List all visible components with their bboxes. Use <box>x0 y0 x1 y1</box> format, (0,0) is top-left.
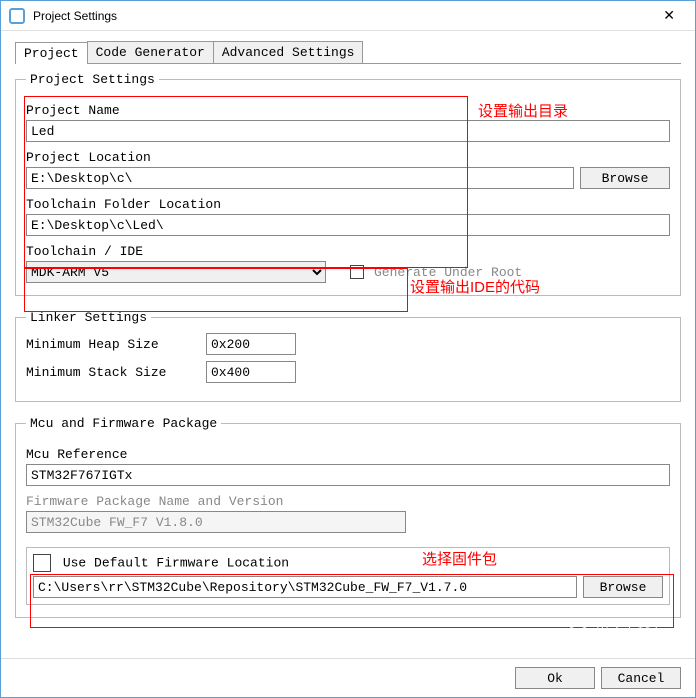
toolchain-folder-label: Toolchain Folder Location <box>26 197 670 212</box>
watermark-url: www.elecfans.com <box>595 640 678 650</box>
browse-fw-button[interactable]: Browse <box>583 576 663 598</box>
mcu-package-group: Mcu and Firmware Package Mcu Reference F… <box>15 416 681 618</box>
tab-code-generator[interactable]: Code Generator <box>87 41 214 63</box>
dialog-footer: Ok Cancel <box>1 658 695 697</box>
use-default-fw-label: Use Default Firmware Location <box>63 555 289 570</box>
linker-settings-group: Linker Settings Minimum Heap Size Minimu… <box>15 310 681 402</box>
cancel-button[interactable]: Cancel <box>601 667 681 689</box>
project-settings-legend: Project Settings <box>26 72 159 87</box>
tab-bar: Project Code Generator Advanced Settings <box>15 41 681 64</box>
project-name-label: Project Name <box>26 103 670 118</box>
project-name-input[interactable] <box>26 120 670 142</box>
toolchain-folder-input[interactable] <box>26 214 670 236</box>
project-settings-group: Project Settings Project Name Project Lo… <box>15 72 681 296</box>
generate-under-root-label: Generate Under Root <box>374 265 522 280</box>
window-title: Project Settings <box>33 9 651 23</box>
content-area: Project Code Generator Advanced Settings… <box>1 31 695 658</box>
generate-under-root-checkbox[interactable] <box>350 265 364 279</box>
ok-button[interactable]: Ok <box>515 667 595 689</box>
project-location-label: Project Location <box>26 150 670 165</box>
stack-input[interactable] <box>206 361 296 383</box>
fw-path-input[interactable] <box>33 576 577 598</box>
linker-settings-legend: Linker Settings <box>26 310 151 325</box>
fw-name-input <box>26 511 406 533</box>
close-icon[interactable]: ✕ <box>651 7 687 24</box>
toolchain-ide-select[interactable]: MDK-ARM V5 <box>26 261 326 283</box>
heap-label: Minimum Heap Size <box>26 337 206 352</box>
watermark-text: 电子发烧友 <box>595 622 665 638</box>
heap-input[interactable] <box>206 333 296 355</box>
fw-name-label: Firmware Package Name and Version <box>26 494 670 509</box>
app-icon <box>9 8 25 24</box>
settings-window: Project Settings ✕ Project Code Generato… <box>0 0 696 698</box>
toolchain-ide-label: Toolchain / IDE <box>26 244 670 259</box>
mcu-ref-label: Mcu Reference <box>26 447 670 462</box>
use-default-fw-checkbox[interactable] <box>33 554 51 572</box>
stack-label: Minimum Stack Size <box>26 365 206 380</box>
project-location-input[interactable] <box>26 167 574 189</box>
mcu-package-legend: Mcu and Firmware Package <box>26 416 221 431</box>
watermark-icon <box>567 624 589 646</box>
mcu-ref-input[interactable] <box>26 464 670 486</box>
watermark: 电子发烧友 www.elecfans.com <box>567 620 678 650</box>
browse-location-button[interactable]: Browse <box>580 167 670 189</box>
tab-advanced-settings[interactable]: Advanced Settings <box>213 41 364 63</box>
tab-project[interactable]: Project <box>15 42 88 64</box>
titlebar: Project Settings ✕ <box>1 1 695 31</box>
